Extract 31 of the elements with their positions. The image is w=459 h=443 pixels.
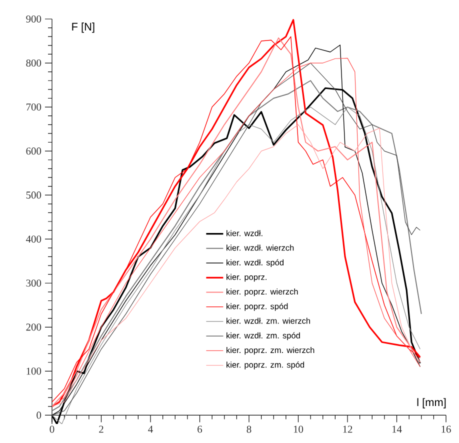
y-axis-title: F [N] (72, 22, 94, 33)
legend-label: kier. wzdł. (226, 230, 262, 236)
y-tick-label: 100 (26, 368, 42, 375)
x-tick-label: 6 (198, 426, 202, 433)
legend-label: kier. wzdł. zm. spód (226, 332, 300, 340)
y-tick-label: 400 (26, 236, 42, 243)
legend-label: kier. poprz. (226, 274, 266, 282)
y-tick-label: 200 (26, 324, 42, 331)
y-tick-label: 0 (36, 412, 42, 419)
x-tick-label: 16 (442, 426, 451, 433)
x-tick-label: 14 (392, 426, 402, 433)
x-tick-label: 2 (99, 426, 104, 433)
y-tick-label: 700 (26, 104, 42, 111)
legend-label: kier. wzdł. spód (226, 259, 284, 268)
legend-label: kier. poprz. zm. spód (226, 362, 304, 370)
y-tick-label: 600 (26, 148, 42, 155)
legend-label: kier. poprz. spód (226, 303, 288, 311)
legend-label: kier. wzdł. wierzch (226, 244, 294, 251)
legend-label: kier. poprz. wierzch (226, 288, 298, 296)
y-tick-label: 300 (26, 280, 42, 287)
x-tick-label: 12 (343, 426, 352, 433)
x-tick-label: 4 (148, 426, 153, 433)
x-tick-label: 10 (294, 426, 304, 433)
y-tick-label: 500 (26, 192, 42, 199)
legend-label: kier. wzdł. zm. wierzch (226, 318, 310, 324)
x-tick-label: 0 (50, 426, 54, 433)
x-tick-label: 8 (246, 426, 252, 433)
y-tick-label: 900 (26, 15, 42, 23)
legend-label: kier. poprz. zm. wierzch (226, 346, 314, 355)
y-tick-label: 800 (26, 59, 42, 67)
x-axis-title: l [mm] (417, 398, 446, 408)
